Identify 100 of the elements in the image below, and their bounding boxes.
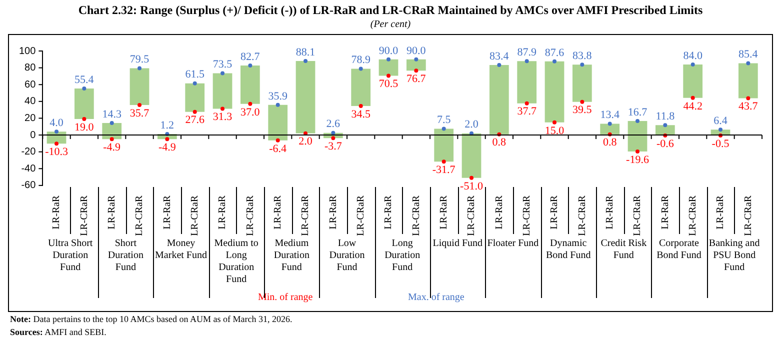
point bbox=[386, 57, 391, 62]
x-tick-label: LR-CRaR bbox=[410, 195, 422, 236]
point bbox=[552, 59, 557, 64]
data-label: 44.2 bbox=[683, 100, 702, 112]
text: Low Duration Fund bbox=[328, 238, 366, 274]
data-label: 84.0 bbox=[683, 50, 703, 62]
point bbox=[442, 160, 446, 164]
point bbox=[192, 81, 197, 86]
text: Credit Risk Fund bbox=[600, 238, 648, 262]
data-label: 43.7 bbox=[738, 100, 758, 113]
point bbox=[524, 101, 529, 106]
point bbox=[580, 100, 584, 104]
point bbox=[54, 130, 59, 134]
data-label: 35.7 bbox=[130, 107, 150, 120]
data-label: 2.6 bbox=[326, 118, 341, 130]
data-label: 6.4 bbox=[714, 115, 728, 128]
x-tick-label: LR-CRaR bbox=[300, 195, 312, 236]
data-label: 0.8 bbox=[602, 136, 618, 149]
data-label: -51.0 bbox=[460, 180, 484, 192]
data-label: 85.4 bbox=[738, 48, 758, 61]
data-label: -6.4 bbox=[269, 142, 288, 155]
point bbox=[54, 142, 59, 146]
bar bbox=[544, 61, 564, 122]
x-tick-label: LR-RaR bbox=[549, 195, 560, 230]
text: Banking and PSU Bond Fund bbox=[708, 238, 761, 274]
data-label: 55.4 bbox=[74, 74, 94, 86]
x-tick-label: LR-RaR bbox=[162, 195, 173, 230]
point bbox=[110, 121, 114, 126]
x-tick-label: LR-CRaR bbox=[742, 195, 754, 236]
point bbox=[304, 59, 308, 63]
x-tick-label: LR-CRaR bbox=[78, 195, 90, 236]
point bbox=[165, 137, 170, 142]
data-label: 16.7 bbox=[628, 106, 648, 118]
x-tick-label: LR-RaR bbox=[715, 195, 726, 230]
point bbox=[248, 102, 252, 106]
text: Liquid Fund bbox=[432, 238, 484, 250]
data-label: 34.5 bbox=[351, 108, 371, 120]
x-tick-label: LR-RaR bbox=[383, 195, 394, 230]
bar bbox=[517, 61, 537, 104]
data-label: 4.0 bbox=[50, 117, 64, 130]
point bbox=[608, 122, 612, 126]
bar bbox=[268, 104, 288, 140]
x-tick-label: LR-RaR bbox=[604, 195, 616, 230]
x-tick-label: LR-CRaR bbox=[687, 195, 698, 236]
x-tick-label: LR-RaR bbox=[494, 195, 505, 230]
bar bbox=[74, 88, 94, 120]
point bbox=[690, 96, 695, 100]
chart-subtitle: (Per cent) bbox=[369, 19, 412, 30]
data-label: 83.4 bbox=[490, 50, 510, 62]
bar bbox=[628, 120, 648, 152]
chart-title: Chart 2.32: Range (Surplus (+)/ Deficit (-)) of LR-RaR and LR-CRaR Maintained by AMCs over AMFI Prescribed Limits bbox=[77, 3, 704, 18]
data-label: 90.0 bbox=[378, 44, 399, 57]
data-label: -4.9 bbox=[158, 142, 176, 154]
y-tick-label: -60 bbox=[21, 180, 36, 192]
point bbox=[497, 62, 502, 67]
bar bbox=[572, 64, 592, 102]
data-label: 15.0 bbox=[544, 124, 565, 137]
bar bbox=[185, 83, 205, 112]
x-tick-label: LR-CRaR bbox=[244, 195, 256, 236]
bar bbox=[489, 64, 509, 134]
text: Max. of range bbox=[408, 292, 464, 303]
point bbox=[192, 110, 197, 114]
bar bbox=[738, 63, 758, 98]
text: Corporate Bond Fund bbox=[656, 238, 702, 262]
point bbox=[524, 59, 529, 64]
bar bbox=[434, 128, 454, 162]
x-tick-label: LR-CRaR bbox=[632, 195, 644, 236]
bar bbox=[212, 73, 232, 109]
bar bbox=[600, 124, 620, 134]
x-tick-label: LR-CRaR bbox=[521, 195, 532, 236]
point bbox=[358, 104, 363, 108]
data-label: -10.3 bbox=[45, 146, 68, 158]
point bbox=[414, 57, 418, 62]
data-label: 78.9 bbox=[351, 54, 371, 66]
point bbox=[442, 126, 446, 131]
x-tick-label: LR-RaR bbox=[106, 195, 118, 230]
x-tick-label: LR-CRaR bbox=[576, 195, 588, 236]
text: Min. of range bbox=[258, 292, 313, 303]
x-tick-label: LR-CRaR bbox=[189, 195, 200, 236]
point bbox=[746, 61, 750, 66]
data-label: 88.1 bbox=[296, 46, 316, 58]
text: Medium to Long Duration Fund bbox=[213, 238, 260, 286]
bar bbox=[351, 68, 371, 106]
y-tick-label: -20 bbox=[21, 146, 36, 158]
data-label: 7.5 bbox=[436, 114, 452, 126]
point bbox=[746, 96, 750, 100]
x-tick-label: LR-RaR bbox=[438, 195, 450, 230]
data-label: 19.0 bbox=[74, 121, 94, 134]
y-tick-label: 40 bbox=[24, 96, 36, 108]
text: Floater Fund bbox=[486, 238, 540, 250]
point bbox=[82, 117, 86, 122]
point bbox=[220, 106, 225, 111]
data-label: 61.5 bbox=[185, 68, 205, 81]
text: Dynamic Bond Fund bbox=[544, 238, 592, 262]
source-note: Sources: AMFI and SEBI. bbox=[10, 327, 106, 337]
bar bbox=[240, 66, 260, 104]
data-label: 2.0 bbox=[464, 118, 479, 131]
y-tick-label: 20 bbox=[24, 112, 36, 124]
text: Long Duration Fund bbox=[384, 238, 422, 274]
data-label: -19.6 bbox=[626, 154, 650, 166]
